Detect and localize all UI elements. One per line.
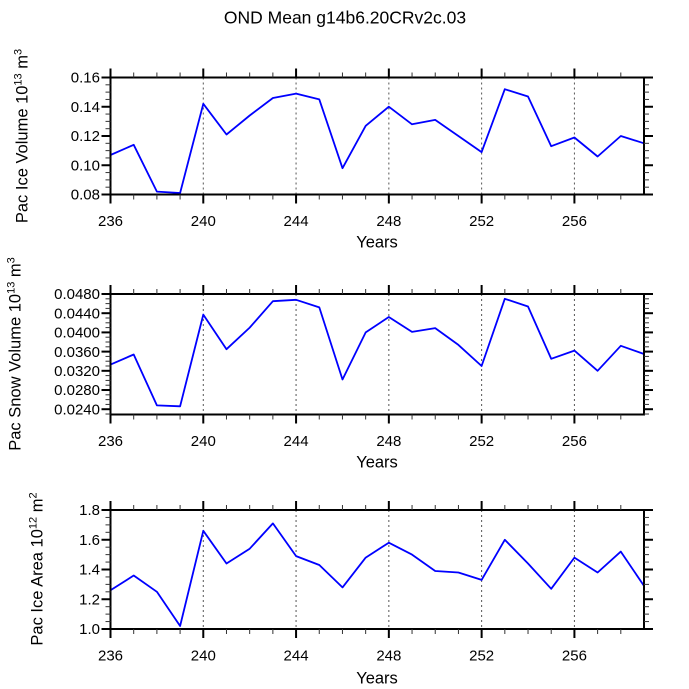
- x-tick-label: 244: [284, 213, 309, 230]
- x-axis-title-panel3: Years: [356, 669, 398, 688]
- y-tick-label: 0.08: [71, 187, 100, 204]
- exponent: 13: [12, 73, 24, 86]
- y-tick-label: 1.6: [79, 532, 100, 549]
- y-tick-label: 0.0280: [54, 382, 100, 399]
- x-tick-label: 256: [562, 433, 587, 450]
- y-tick-label: 1.8: [79, 502, 100, 519]
- y-axis-title-unit: m: [6, 263, 25, 282]
- x-tick-label: 252: [469, 433, 494, 450]
- data-line: [110, 88, 645, 194]
- y-axis-title-unit: m: [13, 54, 32, 74]
- y-tick-label: 0.0360: [54, 344, 100, 361]
- y-tick-label: 1.0: [79, 621, 100, 638]
- x-tick-label: 236: [98, 433, 123, 450]
- panel-2: 236 240 244 248 252 256 1.0 1.2 1.4 1.6 1.8: [79, 501, 653, 664]
- exponent: 12: [27, 516, 39, 530]
- y-axis-title-ice-area: Pac Ice Area 1012 m2: [27, 492, 48, 646]
- x-tick-label: 244: [284, 647, 309, 664]
- x-axis-title-panel2: Years: [356, 453, 398, 472]
- y-tick-label: 0.0480: [54, 286, 100, 303]
- x-tick-label: 256: [562, 213, 587, 230]
- exponent: 3: [5, 257, 17, 264]
- y-tick-label: 1.2: [79, 591, 100, 608]
- y-axis-title-text: Pac Ice Volume 10: [13, 85, 32, 224]
- y-tick-label: 0.10: [71, 157, 100, 174]
- panel-1: 236 240 244 248 252 256 0.0240 0.0280 0.0320 0.03…: [54, 285, 653, 450]
- data-line: [110, 297, 645, 408]
- panel-frame: [109, 293, 645, 416]
- panel-frame: [109, 76, 645, 196]
- x-tick-label: 240: [191, 647, 216, 664]
- y-tick-label: 0.0320: [54, 363, 100, 380]
- panel-0: 236 240 244 248 252 256 0.08 0.10 0.12 0.14 0.16: [71, 68, 653, 230]
- exponent: 2: [27, 492, 39, 499]
- y-tick-label: 0.12: [71, 128, 100, 145]
- panel-frame: [109, 509, 645, 630]
- x-tick-label: 248: [376, 433, 401, 450]
- y-tick-label: 0.0400: [54, 325, 100, 342]
- x-tick-label: 252: [469, 647, 494, 664]
- y-tick-label: 0.0240: [54, 401, 100, 418]
- x-tick-label: 256: [562, 647, 587, 664]
- x-tick-label: 240: [191, 433, 216, 450]
- y-tick-label: 1.4: [79, 562, 100, 579]
- y-tick-label: 0.14: [71, 99, 100, 116]
- figure-title: OND Mean g14b6.20CRv2c.03: [223, 7, 467, 28]
- x-tick-label: 240: [191, 213, 216, 230]
- exponent: 3: [12, 48, 24, 55]
- y-axis-title-ice-volume: Pac Ice Volume 1013 m3: [12, 48, 33, 224]
- x-tick-label: 244: [284, 433, 309, 450]
- x-tick-label: 236: [98, 647, 123, 664]
- data-line: [110, 522, 645, 627]
- y-axis-title-unit: m: [28, 498, 47, 517]
- y-tick-label: 0.0440: [54, 305, 100, 322]
- exponent: 13: [5, 281, 17, 294]
- x-tick-label: 248: [376, 647, 401, 664]
- x-tick-label: 252: [469, 213, 494, 230]
- x-tick-label: 236: [98, 213, 123, 230]
- y-axis-title-text: Pac Snow Volume 10: [6, 293, 25, 451]
- y-tick-label: 0.16: [71, 70, 100, 87]
- y-axis-title-snow-volume: Pac Snow Volume 1013 m3: [5, 257, 26, 451]
- x-tick-label: 248: [376, 213, 401, 230]
- y-axis-title-text: Pac Ice Area 10: [28, 529, 47, 646]
- x-axis-title-panel1: Years: [356, 233, 398, 252]
